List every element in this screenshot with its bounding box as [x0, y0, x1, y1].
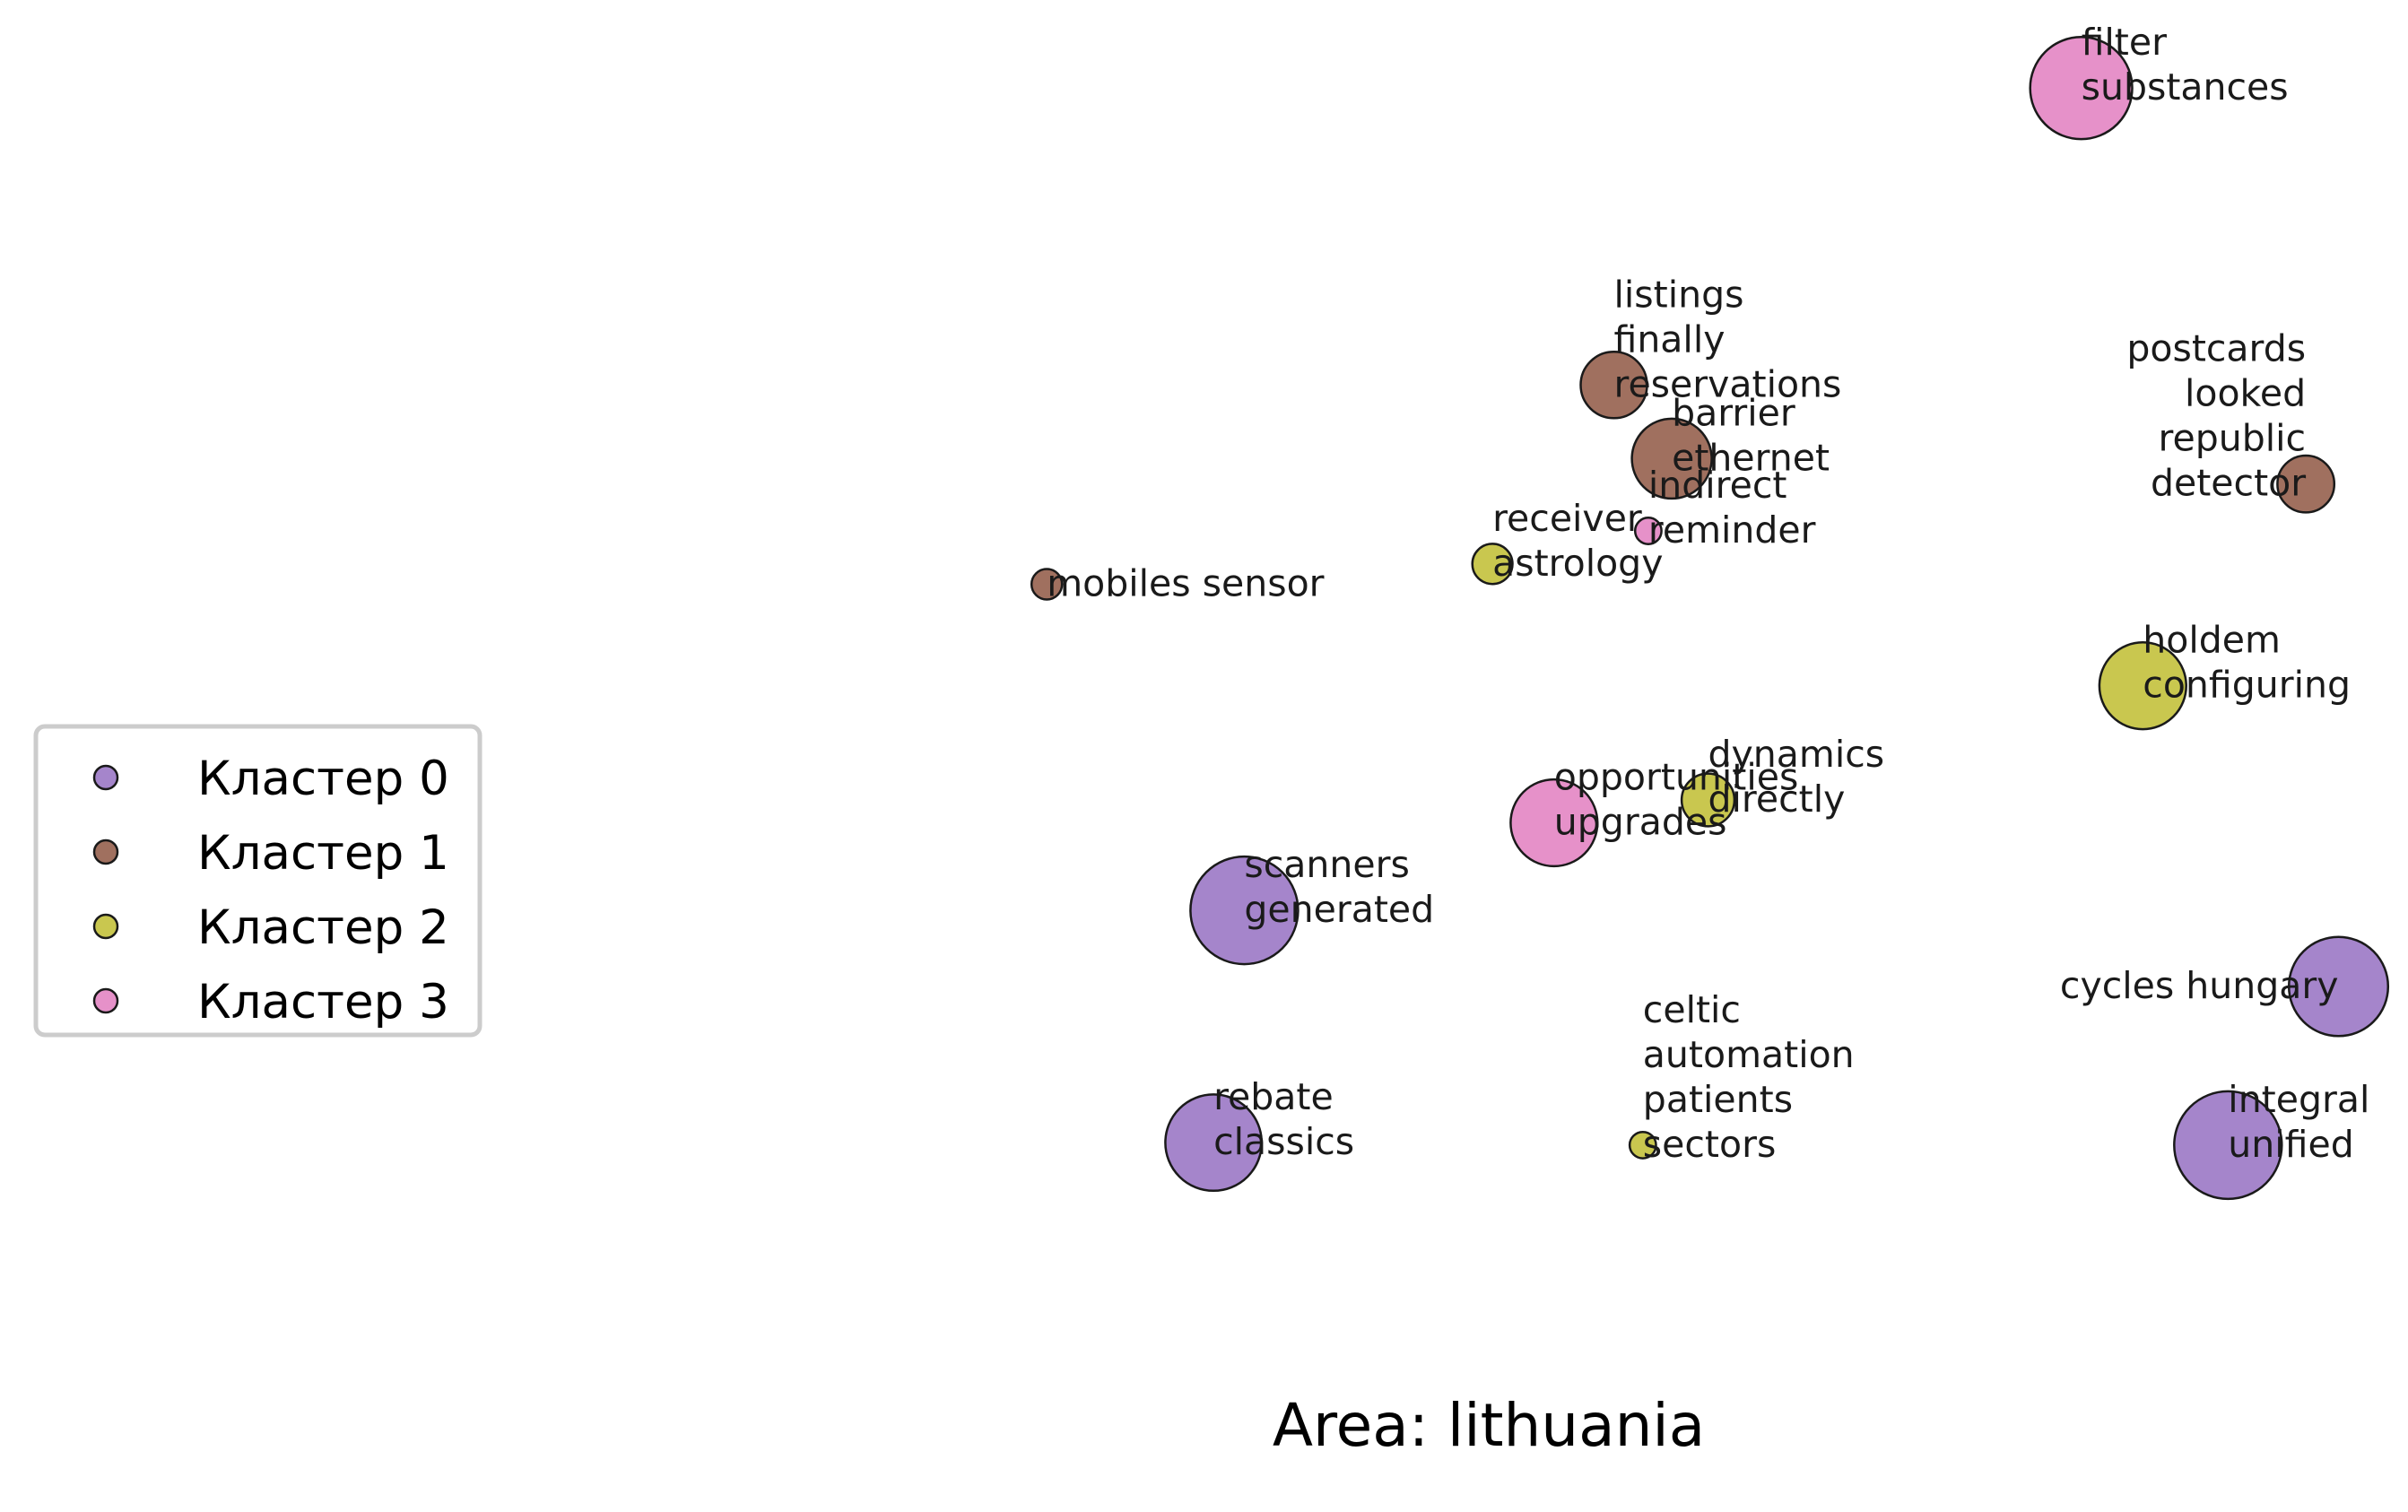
point-label-line: reminder	[1648, 508, 1816, 552]
point-label-line: postcards	[2126, 327, 2306, 370]
point-label: celtic automation patients sectors	[1643, 988, 1855, 1166]
point-label: opportunities upgrades	[1554, 756, 1799, 844]
point-label-line: mobiles sensor	[1047, 562, 1324, 605]
point-label-line: generated	[1244, 888, 1434, 931]
chart-title: Area: lithuania	[1273, 1391, 1705, 1460]
point-label-line: opportunities	[1554, 756, 1799, 799]
point-label-line: looked	[2185, 372, 2306, 415]
legend-label: Кластер 3	[197, 975, 449, 1030]
point-label-line: reservations	[1614, 362, 1842, 405]
point-label: rebate classics	[1213, 1075, 1354, 1163]
point-holdem-configuring	[2098, 641, 2187, 731]
point-postcards-looked-republic-detector	[2276, 454, 2336, 514]
point-label: barrier ethernet	[1672, 391, 1830, 479]
point-label-line: classics	[1213, 1120, 1354, 1163]
point-cycles-hungary	[2287, 935, 2390, 1038]
point-label-line: integral	[2228, 1078, 2369, 1121]
legend-label: Кластер 0	[197, 752, 449, 806]
points-layer	[1030, 36, 2390, 1201]
point-label-line: ethernet	[1672, 436, 1830, 479]
point-rebate-classics	[1164, 1093, 1264, 1193]
point-label-line: astrology	[1492, 542, 1663, 585]
point-celtic-automation-patients-sectors	[1628, 1130, 1657, 1160]
point-label: filter substances	[2082, 21, 2289, 109]
point-label-line: rebate	[1213, 1075, 1334, 1118]
point-label-line: listings	[1614, 273, 1744, 316]
point-filter-substances	[2029, 36, 2134, 141]
point-integral-unified	[2173, 1090, 2283, 1201]
point-label-line: sectors	[1643, 1123, 1777, 1166]
legend-frame	[33, 724, 482, 1038]
point-label-line: unified	[2228, 1123, 2353, 1166]
legend-label: Кластер 2	[197, 900, 449, 955]
point-label: postcards looked republic detector	[2126, 327, 2306, 505]
point-barrier-ethernet	[1630, 417, 1713, 500]
point-opportunities-upgrades	[1509, 778, 1599, 868]
point-label-line: finally	[1614, 317, 1726, 361]
point-label-line: detector	[2151, 462, 2306, 505]
legend: Кластер 0 Кластер 1 Кластер 2 Кластер 3	[33, 724, 482, 1038]
point-label: dynamics directly	[1708, 733, 1885, 821]
point-label: scanners generated	[1244, 843, 1434, 931]
point-mobiles-sensor	[1030, 568, 1064, 601]
point-label: integral unified	[2228, 1078, 2369, 1166]
legend-marker	[92, 987, 119, 1014]
point-label-line: indirect	[1648, 464, 1787, 507]
point-receiver-astrology	[1471, 543, 1514, 586]
legend-marker	[92, 913, 119, 940]
point-label-line: filter	[2082, 21, 2168, 64]
point-label-line: holdem	[2143, 619, 2281, 662]
legend-label: Кластер 1	[197, 826, 449, 881]
point-label-line: configuring	[2143, 664, 2351, 707]
labels-layer: scanners generated rebate classics cycles hu…	[1047, 21, 2369, 1166]
legend-marker	[92, 764, 119, 791]
point-scanners-generated	[1189, 855, 1300, 966]
point-label: holdem configuring	[2143, 619, 2351, 707]
point-listings-finally-reservations	[1579, 351, 1648, 420]
point-label-line: substances	[2082, 65, 2289, 109]
point-label-line: receiver	[1492, 497, 1642, 540]
point-label: indirect reminder	[1648, 464, 1816, 552]
point-label-line: republic	[2159, 417, 2307, 460]
point-label: receiver astrology	[1492, 497, 1663, 585]
point-label-line: directly	[1708, 778, 1846, 821]
point-label-line: automation	[1643, 1033, 1855, 1076]
point-indirect-reminder	[1633, 517, 1663, 545]
point-dynamics-directly	[1680, 772, 1736, 828]
point-label: cycles hungary	[2060, 964, 2339, 1007]
legend-marker	[92, 839, 119, 865]
point-label: listings finally reservations	[1614, 273, 1842, 405]
point-label-line: cycles hungary	[2060, 964, 2339, 1007]
point-label-line: celtic	[1643, 988, 1741, 1031]
point-label-line: scanners	[1244, 843, 1409, 886]
point-label: mobiles sensor	[1047, 562, 1324, 605]
point-label-line: upgrades	[1554, 801, 1727, 844]
point-label-line: barrier	[1672, 391, 1795, 434]
point-label-line: dynamics	[1708, 733, 1885, 776]
point-label-line: patients	[1643, 1078, 1793, 1121]
